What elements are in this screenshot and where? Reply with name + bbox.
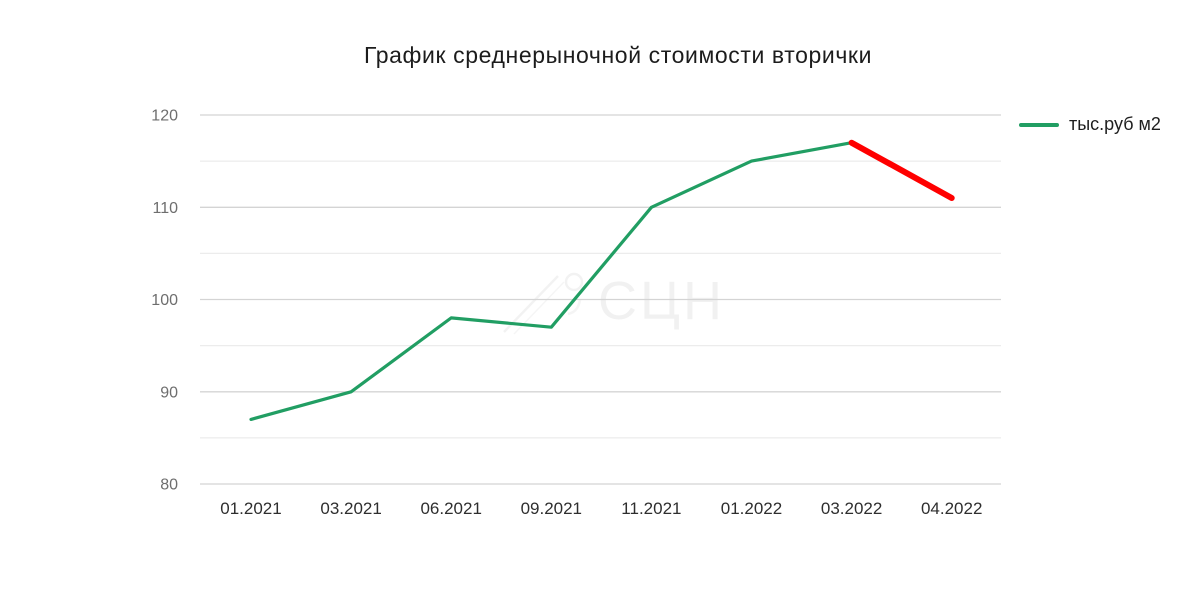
x-tick-label: 01.2022 xyxy=(721,499,782,518)
legend-label: тыс.руб м2 xyxy=(1069,114,1161,134)
x-tick-label: 01.2021 xyxy=(220,499,281,518)
x-tick-label: 04.2022 xyxy=(921,499,982,518)
series-line xyxy=(848,139,955,201)
x-tick-label: 03.2021 xyxy=(320,499,381,518)
y-tick-label: 100 xyxy=(151,292,178,309)
x-tick-label: 03.2022 xyxy=(821,499,882,518)
y-tick-label: 110 xyxy=(152,200,178,217)
x-tick-label: 11.2021 xyxy=(621,499,681,518)
legend: тыс.руб м2 xyxy=(1019,114,1161,135)
legend-swatch xyxy=(1019,122,1059,127)
series-line xyxy=(249,141,854,421)
y-tick-label: 120 xyxy=(151,108,178,125)
chart-title: График среднерыночной стоимости вторички xyxy=(363,42,873,68)
y-tick-label: 80 xyxy=(160,477,178,494)
x-tick-label: 09.2021 xyxy=(521,499,582,518)
y-tick-label: 90 xyxy=(160,384,178,401)
x-tick-label: 06.2021 xyxy=(420,499,481,518)
